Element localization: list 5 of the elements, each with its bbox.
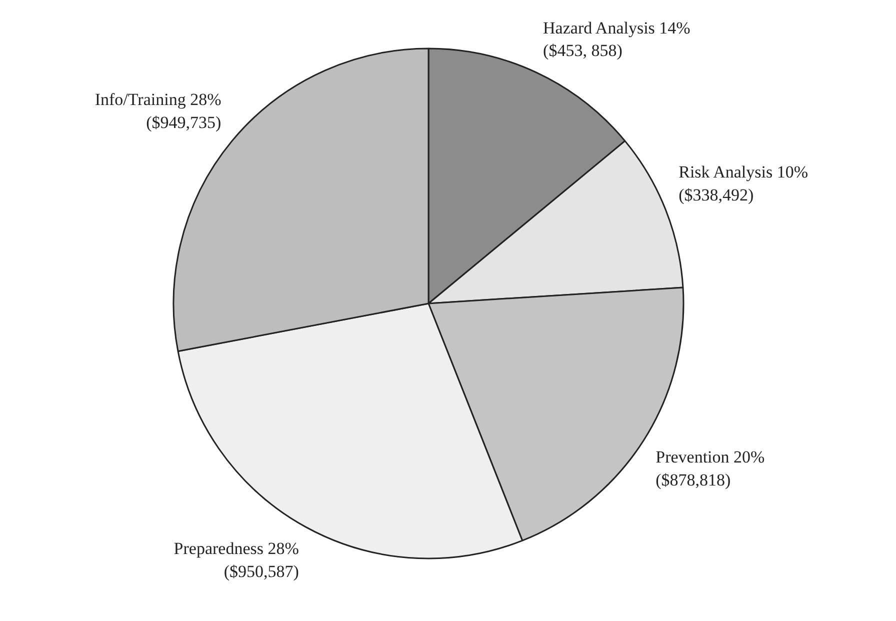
slice-label: Prevention 20% ($878,818) — [656, 448, 765, 490]
slice-label: Risk Analysis 10% ($338,492) — [678, 162, 808, 204]
slice-label: Preparedness 28% ($950,587) — [174, 539, 299, 582]
slice-label: Hazard Analysis 14% ($453, 858) — [543, 18, 690, 60]
slice-label: Info/Training 28% ($949,735) — [94, 90, 222, 132]
